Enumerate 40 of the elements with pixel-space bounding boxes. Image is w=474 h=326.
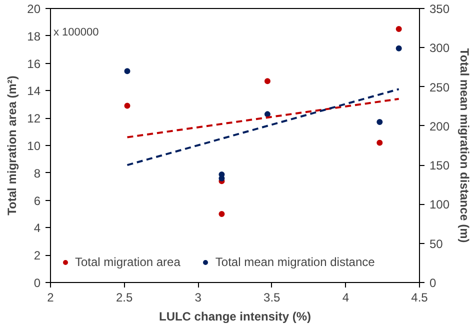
point [124,68,130,74]
point [396,26,402,32]
x-tick-label: 2.5 [116,290,133,304]
y2-tick-label: 200 [430,119,450,134]
x-axis-title: LULC change intensity (%) [158,310,312,324]
point [218,211,225,217]
y2-tick-label: 300 [430,41,450,56]
y-tick-label: 16 [27,56,41,71]
y2-tick-label: 150 [430,158,450,173]
x-tick-label: 3.5 [264,290,281,304]
x-tick-label: 4 [342,290,350,304]
y-tick-label: 8 [34,166,41,180]
point [376,140,383,146]
y2-tick-label: 250 [430,80,450,94]
y2-tick-label: 0 [430,276,436,290]
y-tick-label: 0 [34,276,41,290]
y-tick-label: 6 [34,194,41,208]
x-tick-label: 4.5 [411,290,428,304]
legend-label: Total mean migration distance [215,255,375,269]
point [264,78,270,84]
y2-tick-label: 350 [430,2,450,16]
x-tick-label: 2 [47,290,54,304]
y2-tick-label: 100 [430,198,450,212]
y-tick-label: 12 [27,112,41,126]
x-tick-label: 3 [194,290,202,304]
y-tick-label: 10 [27,139,41,153]
y-tick-label: 20 [27,2,41,16]
point [264,111,270,118]
y2-axis-title: Total mean migration distance (m) [458,48,472,243]
point [396,45,402,52]
annotation: x 100000 [54,26,99,38]
point [124,102,130,109]
y-tick-label: 14 [27,84,41,98]
legend-label: Total migration area [75,255,180,269]
y-tick-label: 2 [34,248,41,263]
y-axis-title: Total migration area (m²) [5,76,20,216]
y-tick-label: 18 [27,29,41,44]
point [376,119,383,126]
y-tick-label: 4 [34,221,41,236]
y2-tick-label: 50 [430,236,444,251]
